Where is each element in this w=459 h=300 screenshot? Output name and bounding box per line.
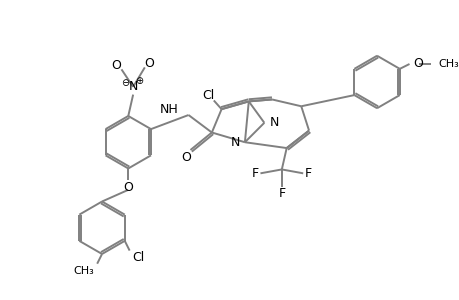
Text: Cl: Cl bbox=[202, 89, 213, 102]
Text: ⊕: ⊕ bbox=[134, 76, 143, 86]
Text: O: O bbox=[112, 59, 121, 72]
Text: F: F bbox=[252, 167, 258, 180]
Text: F: F bbox=[278, 187, 285, 200]
Text: ⊖: ⊖ bbox=[121, 78, 129, 88]
Text: O: O bbox=[123, 182, 133, 194]
Text: NH: NH bbox=[160, 103, 179, 116]
Text: N: N bbox=[269, 116, 279, 129]
Text: N: N bbox=[128, 80, 138, 93]
Text: Cl: Cl bbox=[132, 251, 145, 264]
Text: F: F bbox=[304, 167, 311, 180]
Text: O: O bbox=[413, 58, 422, 70]
Text: CH₃: CH₃ bbox=[73, 266, 94, 275]
Text: N: N bbox=[230, 136, 240, 149]
Text: CH₃: CH₃ bbox=[438, 59, 459, 69]
Text: O: O bbox=[181, 151, 191, 164]
Text: O: O bbox=[145, 57, 154, 70]
